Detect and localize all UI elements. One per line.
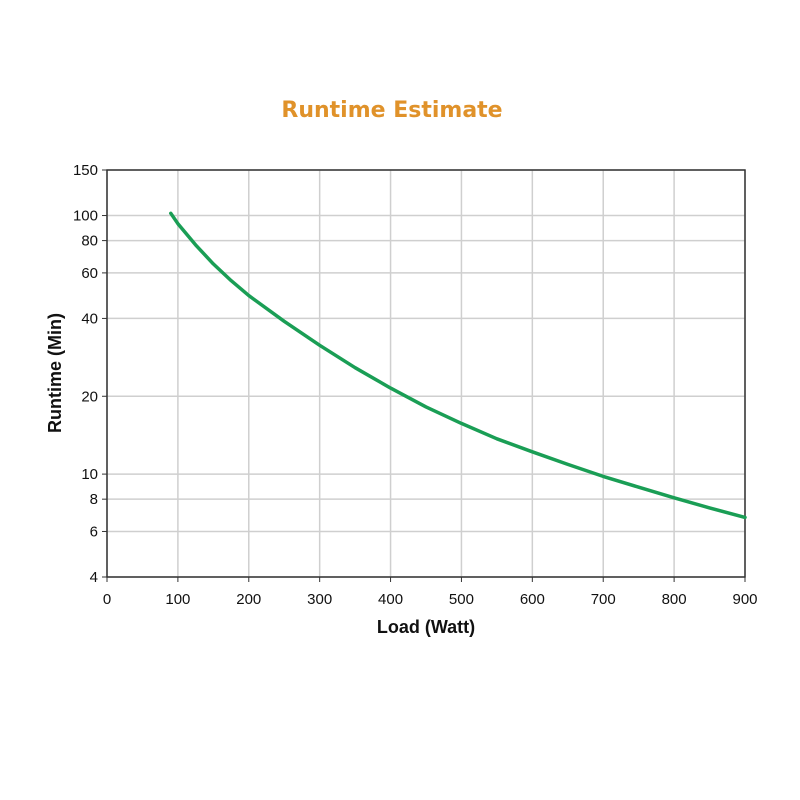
y-tick-label: 10 xyxy=(81,466,98,483)
x-tick-labels: 0 100 200 300 400 500 600 700 800 900 xyxy=(103,577,758,608)
grid xyxy=(106,169,746,578)
x-tick-label: 900 xyxy=(732,591,757,608)
y-tick-label: 80 xyxy=(81,233,98,250)
plot-frame xyxy=(106,169,746,578)
x-tick-label: 400 xyxy=(378,591,403,608)
x-axis-label: Load (Watt) xyxy=(377,617,475,637)
y-tick-label: 4 xyxy=(90,569,98,586)
x-tick-label: 200 xyxy=(236,591,261,608)
x-tick-label: 100 xyxy=(165,591,190,608)
series-group xyxy=(169,211,747,520)
y-tick-label: 100 xyxy=(73,208,98,225)
y-tick-label: 8 xyxy=(90,491,98,508)
chart-title: Runtime Estimate xyxy=(281,98,502,123)
x-tick-label: 500 xyxy=(449,591,474,608)
y-axis-label: Runtime (Min) xyxy=(45,313,65,433)
x-tick-label: 800 xyxy=(662,591,687,608)
y-tick-label: 60 xyxy=(81,265,98,282)
x-tick-label: 0 xyxy=(103,591,111,608)
y-tick-labels: 150 100 80 60 40 20 10 8 6 4 xyxy=(73,162,107,586)
x-tick-label: 700 xyxy=(591,591,616,608)
y-tick-label: 20 xyxy=(81,388,98,405)
y-tick-label: 150 xyxy=(73,162,98,179)
y-tick-label: 6 xyxy=(90,523,98,540)
runtime-series-line xyxy=(169,211,747,520)
y-tick-label: 40 xyxy=(81,310,98,327)
x-tick-label: 300 xyxy=(307,591,332,608)
x-tick-label: 600 xyxy=(520,591,545,608)
